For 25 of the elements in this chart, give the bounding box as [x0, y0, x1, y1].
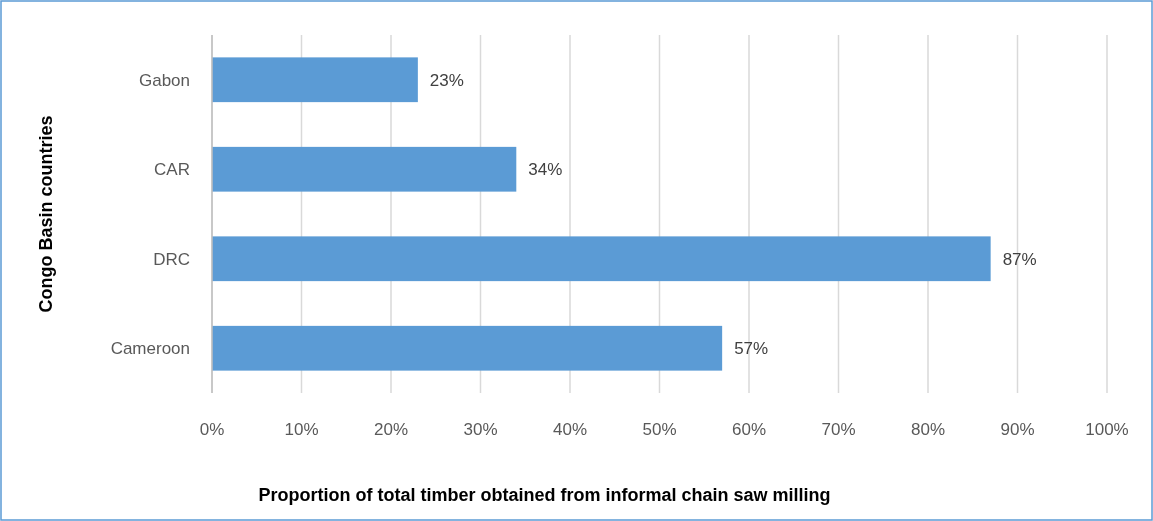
x-tick-label: 90% [1000, 420, 1035, 439]
y-tick-label: CAR [154, 160, 190, 180]
y-tick-label: Gabon [138, 70, 190, 90]
x-tick-label: 50% [642, 420, 677, 439]
y-tick-label: Cameroon [110, 339, 190, 359]
data-label: 57% [734, 339, 769, 359]
bar [212, 146, 517, 192]
y-axis-title: Congo Basin countries [36, 115, 56, 313]
y-tick-label: DRC [153, 249, 190, 269]
bar [212, 57, 418, 103]
x-tick-label: 80% [910, 420, 946, 439]
data-label: 87% [1002, 249, 1037, 269]
x-tick-label: 10% [284, 420, 319, 439]
x-tick-label: 0% [199, 420, 225, 439]
bar [212, 236, 991, 282]
x-tick-label: 60% [731, 420, 767, 439]
data-label: 23% [429, 70, 464, 90]
data-label: 34% [528, 160, 563, 180]
x-tick-label: 30% [463, 420, 498, 439]
x-tick-label: 70% [821, 420, 856, 439]
bar [212, 325, 723, 371]
x-tick-label: 40% [552, 420, 588, 439]
x-tick-label: 100% [1085, 420, 1129, 439]
x-axis-title: Proportion of total timber obtained from informal chain saw milling [258, 485, 831, 505]
x-tick-label: 20% [373, 420, 409, 439]
